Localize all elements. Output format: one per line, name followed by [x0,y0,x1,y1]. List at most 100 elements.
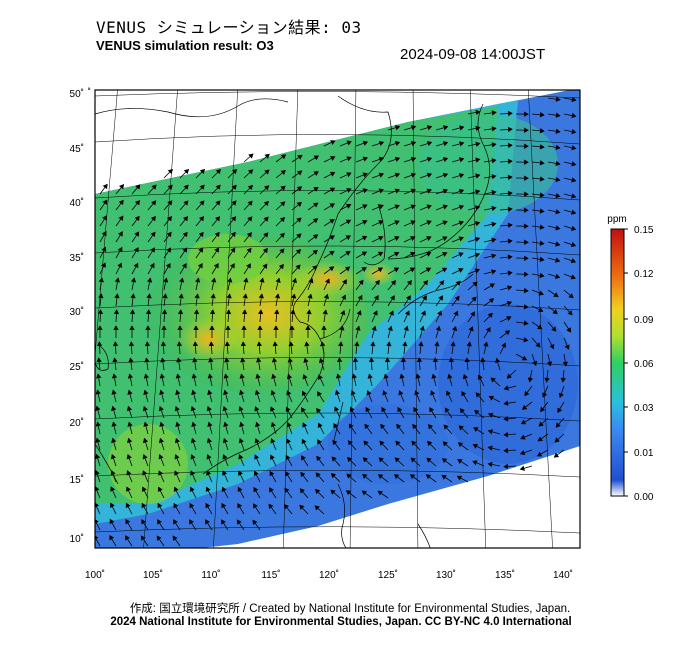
wind-arrow-head [133,247,139,253]
wind-arrow-head [475,189,481,195]
wind-arrow-head [102,199,108,205]
wind-arrow-head [524,143,529,149]
wind-arrow-head [346,188,352,193]
wind-arrow-head [475,141,481,147]
wind-arrow-head [442,204,448,210]
wind-arrow-head [315,472,321,478]
wind-arrow-head [111,373,118,379]
wind-arrow-head [394,140,401,147]
wind-arrow-head [135,184,141,190]
wind-arrow-head [209,309,216,315]
wind-arrow-head [345,251,351,256]
wind-arrow-head [475,109,481,116]
credit-line: 作成: 国立環境研究所 / Created by National Instit… [129,603,571,615]
wind-arrow-head [142,405,148,412]
wind-arrow-head [507,158,513,165]
wind-arrow-head [346,156,352,162]
wind-arrow-head [329,171,336,177]
wind-arrow-head [238,454,244,460]
wind-arrow-head [149,262,155,269]
wind-arrow-head [270,454,275,460]
wind-arrow-head [189,502,195,509]
wind-arrow-head [208,341,215,347]
wind-arrow-head [571,96,577,103]
wind-arrow-head [226,293,232,299]
wind-arrow-head [231,200,237,206]
wind-arrow-head [206,454,212,460]
wind-arrow-head [174,454,180,460]
wind-arrow-head [475,205,481,211]
wind-arrow-head [278,263,284,270]
wind-arrow-head [182,231,188,238]
wind-arrow-head [503,416,509,422]
wind-arrow-head [539,224,545,230]
wind-arrow-head [346,140,352,146]
wind-arrow-head [307,293,313,299]
wind-arrow-head [457,442,464,448]
wind-arrow-head [329,250,335,256]
wind-arrow-head [537,436,543,442]
wind-arrow-head [426,236,432,241]
wind-arrow-head [495,357,501,364]
wind-arrow-head [402,341,408,347]
wind-arrow-head [156,535,162,541]
wind-arrow-head [442,220,448,226]
wind-arrow-head [263,232,269,238]
wind-arrow-head [571,209,577,215]
wind-arrow-head [458,236,464,242]
wind-arrow-head [317,391,322,397]
wind-arrow-head [362,204,368,210]
wind-arrow-head [567,310,573,316]
wind-arrow-head [305,325,311,330]
wind-arrow-head [487,445,493,451]
wind-arrow-head [539,160,545,166]
lat-tick-label: 15˚ [70,474,84,486]
wind-vectors [95,96,577,547]
wind-arrow-head [130,293,136,299]
wind-arrow-head [177,309,184,315]
wind-arrow-head [491,173,497,180]
wind-arrow-head [362,156,368,162]
wind-arrow-head [210,293,216,299]
wind-arrow-head [474,409,480,415]
wind-arrow-head [448,357,455,363]
wind-arrow-head [193,309,200,315]
wind-arrow-head [330,155,336,161]
wind-arrow-head [537,324,543,330]
wind-arrow-head [215,184,221,190]
wind-arrow-head [95,405,101,411]
wind-arrow-head [474,236,481,243]
wind-arrow-head [507,285,513,291]
wind-arrow-head [214,247,220,253]
wind-arrow-head [222,405,228,412]
wind-arrow-head [426,156,433,162]
wind-arrow-head [366,390,372,396]
wind-arrow-head [117,262,123,269]
wind-arrow-head [176,341,183,347]
wind-arrow-head [306,309,312,315]
wind-arrow-head [333,423,339,429]
wind-arrow-head [193,325,199,330]
lon-tick-label: 120˚ [319,569,339,581]
wind-arrow-head [451,325,458,332]
wind-arrow-head [128,357,134,363]
wind-arrow-head [330,489,336,495]
wind-arrow-head [248,153,254,159]
wind-arrow-head [519,465,525,471]
wind-arrow-head [361,267,367,272]
wind-arrow-head [507,174,513,181]
wind-arrow-head [523,287,529,294]
wind-arrow-head [256,341,262,347]
wind-arrow-head [254,406,260,412]
wind-arrow-head [142,470,148,476]
wind-arrow-head [230,247,236,253]
wind-arrow-head [150,247,155,253]
wind-arrow-head [438,295,444,301]
wind-arrow-head [101,246,107,253]
wind-arrow-head [96,341,103,347]
wind-arrow-head [394,457,400,463]
wind-arrow-head [351,373,357,379]
wind-arrow-head [564,344,570,350]
wind-arrow-head [372,310,378,316]
wind-arrow-head [507,142,513,149]
